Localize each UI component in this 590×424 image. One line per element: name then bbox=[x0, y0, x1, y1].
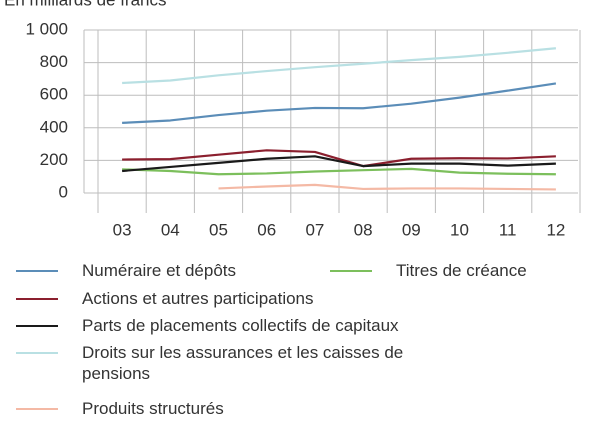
y-tick-label: 800 bbox=[40, 52, 68, 71]
legend-swatch bbox=[16, 270, 58, 272]
legend-label: Numéraire et dépôts bbox=[82, 261, 237, 280]
legend-label: Actions et autres participations bbox=[82, 289, 314, 308]
legend-swatch bbox=[16, 325, 58, 327]
y-tick-label: 1 000 bbox=[25, 19, 68, 38]
x-tick-label: 03 bbox=[113, 220, 132, 239]
series-line bbox=[218, 183, 556, 191]
legend-swatch bbox=[16, 352, 58, 354]
legend-label: Parts de placements collectifs de capita… bbox=[82, 316, 399, 335]
legend-swatch bbox=[16, 298, 58, 300]
x-tick-label: 12 bbox=[546, 220, 565, 239]
x-tick-label: 10 bbox=[450, 220, 469, 239]
y-axis-label: En milliards de francs bbox=[4, 0, 167, 9]
legend-label: Droits sur les assurances et les caisses… bbox=[82, 343, 404, 383]
x-tick-label: 11 bbox=[499, 220, 517, 239]
legend-label: Titres de créance bbox=[396, 261, 527, 280]
series-line bbox=[122, 155, 556, 173]
legend-label: Produits structurés bbox=[82, 399, 224, 418]
x-tick-label: 04 bbox=[161, 220, 180, 239]
x-tick-label: 05 bbox=[209, 220, 228, 239]
x-tick-label: 09 bbox=[402, 220, 421, 239]
y-tick-label: 400 bbox=[40, 117, 68, 136]
series-line bbox=[122, 149, 556, 168]
x-tick-label: 08 bbox=[354, 220, 373, 239]
series-line bbox=[122, 47, 557, 85]
series-line bbox=[122, 82, 557, 125]
y-tick-label: 200 bbox=[40, 150, 68, 169]
x-tick-label: 07 bbox=[305, 220, 324, 239]
legend-swatch bbox=[330, 270, 372, 272]
y-tick-label: 600 bbox=[40, 85, 68, 104]
y-tick-label: 0 bbox=[59, 182, 68, 201]
x-tick-label: 06 bbox=[257, 220, 276, 239]
legend-swatch bbox=[16, 408, 58, 410]
series-line bbox=[122, 167, 556, 176]
chart: En milliards de francs 0 200 400 600 800 1 00… bbox=[4, 0, 581, 239]
